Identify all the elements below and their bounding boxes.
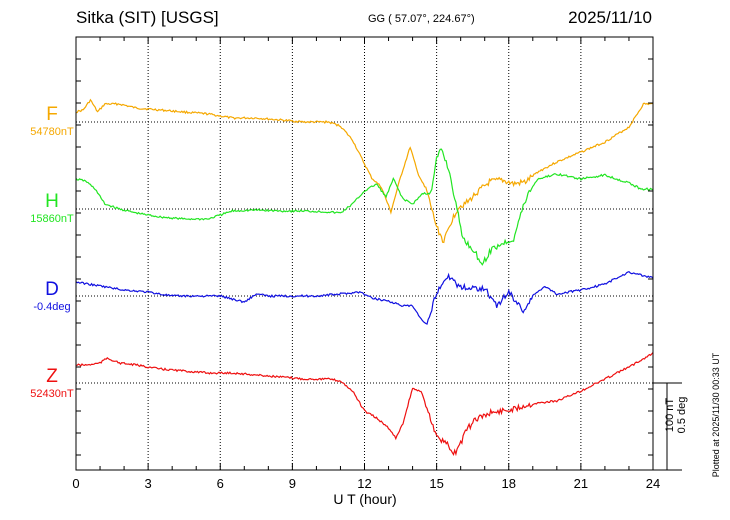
baseline-value-h: 15860nT <box>30 213 74 225</box>
series-line-d <box>75 271 654 325</box>
component-letter-h: H <box>45 191 59 212</box>
plot-date: 2025/11/10 <box>568 8 652 27</box>
component-letter-f: F <box>46 104 58 125</box>
geographic-coordinates: GG ( 57.07°, 224.67°) <box>368 13 475 25</box>
series-line-f <box>75 98 654 244</box>
plotted-timestamp: Plotted at 2025/11/30 00:33 UT <box>711 352 721 478</box>
station-title: Sitka (SIT) [USGS] <box>76 8 219 27</box>
x-tick-label: 6 <box>217 476 224 491</box>
scale-bar-label: 100 nT 0.5 deg <box>664 397 688 434</box>
series-line-z <box>75 352 654 457</box>
axis-layer: 0 3 6 9 12 15 18 21 24 <box>72 36 682 491</box>
baseline-value-z: 52430nT <box>30 388 74 400</box>
scale-deg: 0.5 deg <box>676 396 688 434</box>
x-tick-label: 18 <box>502 476 516 491</box>
x-axis-label: U T (hour) <box>333 491 397 507</box>
series-layer <box>75 98 654 457</box>
x-tick-label: 9 <box>289 476 296 491</box>
baseline-value-f: 54780nT <box>30 126 74 138</box>
component-label-f: F 54780nT <box>17 104 87 138</box>
x-tick-label: 21 <box>574 476 588 491</box>
scale-nt: 100 nT <box>664 397 676 433</box>
baseline-value-d: -0.4deg <box>33 301 71 313</box>
series-line-h <box>75 148 654 266</box>
x-tick-label: 15 <box>429 476 443 491</box>
component-label-h: H 15860nT <box>17 191 87 225</box>
grid-layer <box>76 37 653 470</box>
component-letter-d: D <box>45 279 59 300</box>
component-label-d: D -0.4deg <box>17 279 87 313</box>
component-letter-z: Z <box>46 366 58 387</box>
component-label-z: Z 52430nT <box>17 366 87 400</box>
x-tick-label: 0 <box>72 476 79 491</box>
x-tick-label: 24 <box>646 476 660 491</box>
x-tick-label: 3 <box>145 476 152 491</box>
x-tick-label: 12 <box>357 476 371 491</box>
